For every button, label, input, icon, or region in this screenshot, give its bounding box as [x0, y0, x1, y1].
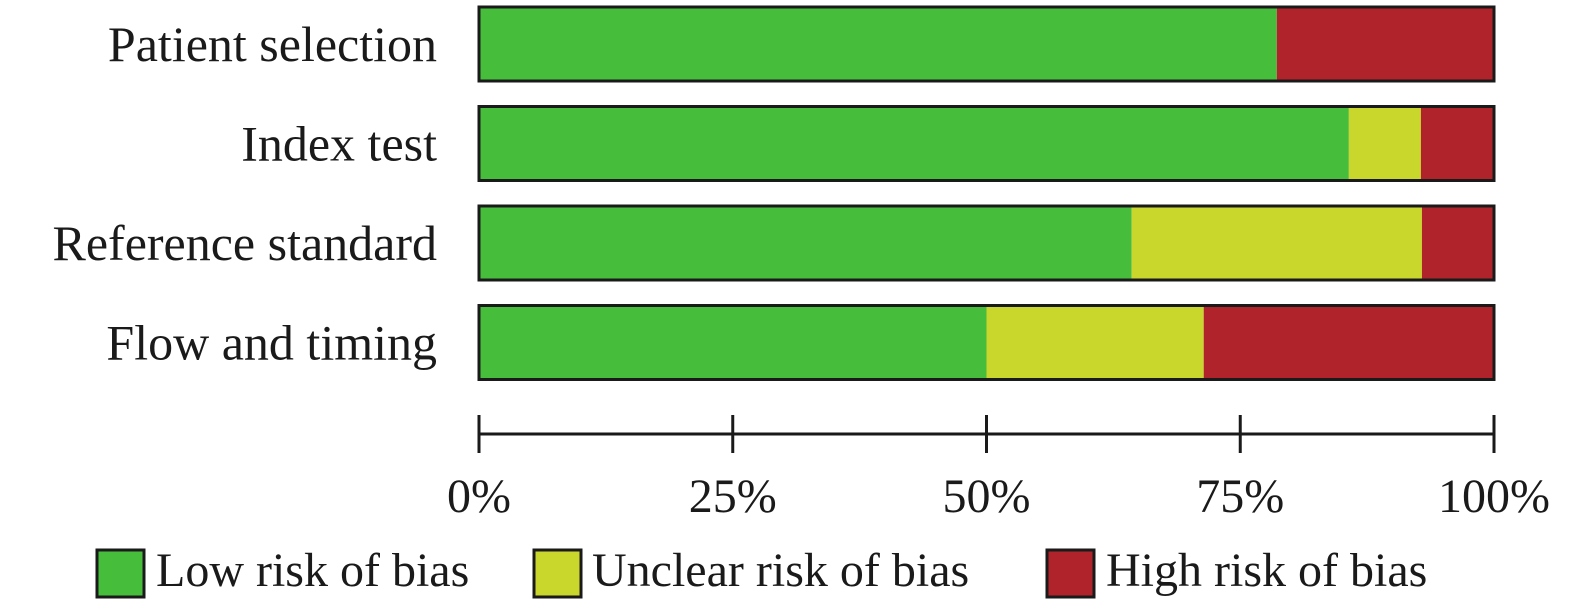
x-tick-label-0: 0%: [447, 470, 511, 523]
bar-index-test-low-risk-of-bias: [479, 106, 1349, 181]
x-tick-label-25: 25%: [689, 470, 777, 523]
x-tick-label-50: 50%: [943, 470, 1031, 523]
legend-label-unclear-risk-of-bias: Unclear risk of bias: [592, 544, 969, 597]
x-tick-label-100: 100%: [1438, 470, 1550, 523]
bar-reference-standard-high-risk-of-bias: [1421, 206, 1494, 280]
bar-outline-patient-selection: [477, 5, 1496, 83]
category-label-flow-and-timing: Flow and timing: [106, 315, 437, 371]
bar-flow-and-timing-high-risk-of-bias: [1203, 305, 1494, 380]
bar-reference-standard-low-risk-of-bias: [479, 206, 1132, 280]
bar-index-test-high-risk-of-bias: [1420, 106, 1494, 181]
x-tick-label-75: 75%: [1196, 470, 1284, 523]
category-label-reference-standard: Reference standard: [53, 215, 438, 271]
bar-outline-index-test: [477, 105, 1496, 182]
legend-swatch-low-risk-of-bias: [95, 548, 146, 599]
legend-label-low-risk-of-bias: Low risk of bias: [156, 544, 469, 597]
bar-area: [477, 5, 1496, 381]
legend-label-high-risk-of-bias: High risk of bias: [1106, 544, 1427, 597]
legend-swatch-high-risk-of-bias: [1045, 548, 1096, 599]
bar-outline-reference-standard: [477, 204, 1496, 282]
bar-flow-and-timing-unclear-risk-of-bias: [986, 305, 1204, 380]
bar-patient-selection-high-risk-of-bias: [1276, 7, 1494, 81]
legend-swatch-unclear-risk-of-bias: [532, 548, 583, 599]
category-label-index-test: Index test: [241, 116, 437, 172]
bar-outline-flow-and-timing: [477, 304, 1496, 381]
bar-patient-selection-low-risk-of-bias: [479, 7, 1277, 81]
category-label-patient-selection: Patient selection: [108, 16, 437, 72]
x-axis: 0% 25% 50% 75% 100%: [447, 415, 1550, 523]
legend: Low risk of bias Unclear risk of bias High…: [95, 544, 1427, 599]
bar-flow-and-timing-low-risk-of-bias: [479, 305, 987, 380]
category-labels: Patient selection Index test Reference sta…: [53, 16, 438, 371]
bar-index-test-unclear-risk-of-bias: [1348, 106, 1421, 181]
bar-reference-standard-unclear-risk-of-bias: [1131, 206, 1422, 280]
